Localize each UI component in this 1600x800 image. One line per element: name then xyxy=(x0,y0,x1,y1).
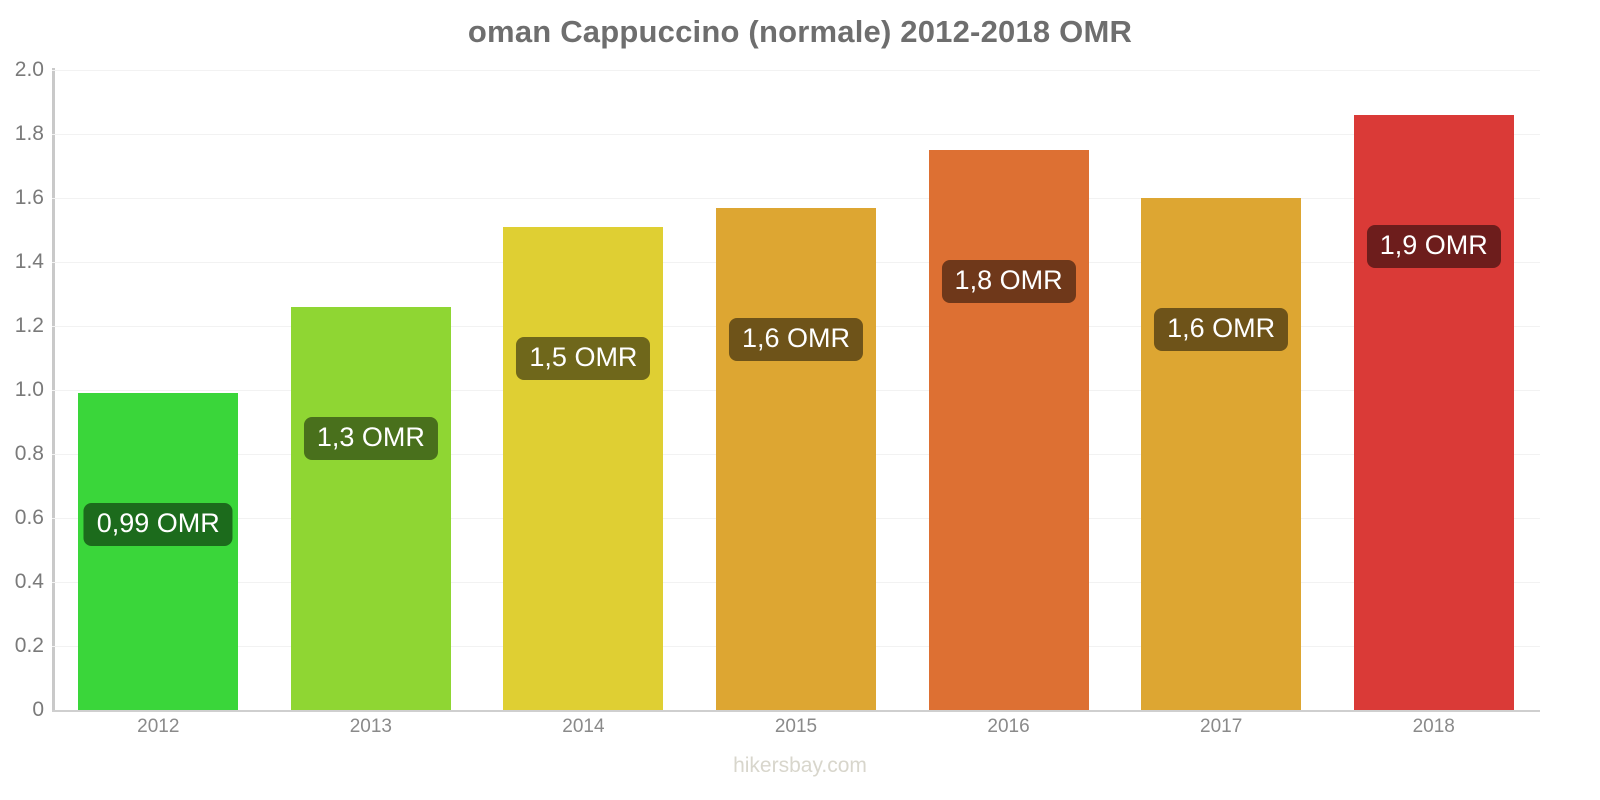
bar-2012[interactable]: 0,99 OMR xyxy=(78,393,239,710)
x-axis-tick-2014: 2014 xyxy=(562,716,605,737)
y-axis-tick-1-4: 1.4 xyxy=(14,250,44,273)
y-axis-tick-1-8: 1.8 xyxy=(14,122,44,145)
watermark: hikersbay.com xyxy=(733,754,867,777)
y-axis-tick-1-0: 1.0 xyxy=(14,378,44,401)
y-axis-tick-0-8: 0.8 xyxy=(14,442,44,465)
bar-2018[interactable]: 1,9 OMR xyxy=(1353,114,1514,710)
x-axis-tick-2015: 2015 xyxy=(774,716,818,737)
plot-area: 0,99 OMR 1,3 OMR 1,5 OMR 1,6 OMR 1,8 OMR 1,6 … xyxy=(52,70,1540,712)
bar-2014[interactable]: 1,5 OMR xyxy=(503,226,664,710)
bar-value-label-2017: 1,6 OMR xyxy=(1154,308,1289,351)
bar-2017[interactable]: 1,6 OMR xyxy=(1141,198,1302,710)
bar-value-label-2013: 1,3 OMR xyxy=(303,416,438,460)
bar-value-label-2012: 0,99 OMR xyxy=(83,503,233,547)
x-axis-tick-2018: 2018 xyxy=(1412,716,1455,737)
y-axis-tick-1-6: 1.6 xyxy=(14,186,44,209)
bar-value-label-2015: 1,6 OMR xyxy=(728,317,864,361)
bar-value-label-2018: 1,9 OMR xyxy=(1366,224,1501,268)
y-axis-tick-1-2: 1.2 xyxy=(14,314,44,337)
y-axis-tick-0-4: 0.4 xyxy=(14,570,44,593)
axis-baseline xyxy=(52,710,1540,712)
y-axis-tick-2-0: 2.0 xyxy=(14,58,44,81)
bar-2015[interactable]: 1,6 OMR xyxy=(716,207,876,710)
y-axis-tick-0-2: 0.2 xyxy=(14,634,44,657)
bar-value-label-2014: 1,5 OMR xyxy=(516,336,651,380)
x-axis-tick-2013: 2013 xyxy=(349,716,392,737)
bar-2013[interactable]: 1,3 OMR xyxy=(290,306,451,710)
gridline xyxy=(52,198,1540,199)
x-axis-tick-2016: 2016 xyxy=(987,716,1030,737)
y-axis-tick-0: 0 xyxy=(32,698,44,721)
gridline xyxy=(52,70,1540,71)
y-axis-tick-0-6: 0.6 xyxy=(14,506,44,529)
bar-2016[interactable]: 1,8 OMR xyxy=(928,150,1089,710)
chart-title: oman Cappuccino (normale) 2012-2018 OMR xyxy=(467,14,1133,49)
x-axis-tick-2017: 2017 xyxy=(1200,716,1243,737)
x-axis-tick-2012: 2012 xyxy=(137,716,180,737)
bar-value-label-2016: 1,8 OMR xyxy=(941,260,1076,303)
gridline xyxy=(52,134,1540,135)
